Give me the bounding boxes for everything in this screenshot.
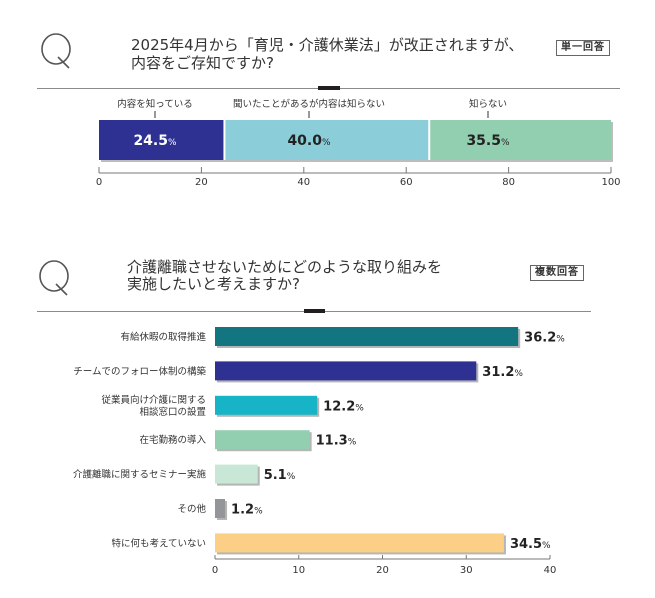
value-label: 34.5% [510, 537, 551, 552]
bar [215, 464, 258, 484]
value-unit: % [514, 369, 523, 379]
value-unit: % [556, 335, 565, 345]
value-unit: % [542, 541, 551, 551]
value-label: 36.2% [524, 331, 565, 346]
value-label: 11.3% [316, 434, 357, 449]
value-unit: % [501, 138, 510, 148]
divider-mark [304, 309, 325, 313]
x-tick-label: 100 [601, 177, 620, 188]
category-label: 在宅勤務の導入 [139, 434, 206, 446]
bar-segment [224, 120, 430, 160]
bar [215, 395, 318, 415]
value-unit: % [168, 138, 177, 148]
category-label: 従業員向け介護に関する [101, 394, 206, 406]
chart-initiatives: 36.2% 有給休暇の取得推進 31.2% チームでのフォロー体制の構築 12.2% 従業… [73, 327, 565, 576]
question-2-title-line-2: 実施したいと考えますか? [127, 275, 300, 293]
question-2-title: 介護離職させないためにどのような取り組みを 実施したいと考えますか? [127, 259, 442, 293]
value-unit: % [355, 403, 364, 413]
chart-awareness: 24.5% 内容を知っている 40.0% 聞いたことがあるが内容は知らない 35.5% 知… [96, 98, 621, 188]
question-1-title-line-2: 内容をご存知ですか? [131, 54, 274, 72]
value-number: 35.5 [466, 133, 501, 149]
bar [215, 430, 310, 450]
value-label: 5.1% [264, 468, 296, 483]
value-unit: % [287, 472, 296, 482]
x-tick-label: 0 [212, 565, 218, 576]
value-unit: % [254, 507, 263, 517]
value-label: 31.2% [482, 365, 523, 380]
value-number: 40.0 [287, 133, 322, 149]
value-unit: % [348, 438, 357, 448]
value-number: 1.2 [231, 503, 254, 518]
x-tick-label: 60 [400, 177, 413, 188]
x-tick-label: 80 [502, 177, 515, 188]
bar [215, 327, 519, 346]
divider-mark [318, 86, 340, 90]
bar-segment [429, 120, 611, 160]
category-label: 聞いたことがあるが内容は知らない [233, 98, 385, 110]
x-tick-label: 30 [460, 565, 473, 576]
category-label: チームでのフォロー体制の構築 [73, 365, 206, 377]
question-1-title: 2025年4月から「育児・介護休業法」が改正されますが、 内容をご存知ですか? [131, 36, 523, 72]
category-label: その他 [177, 503, 206, 515]
category-label: 特に何も考えていない [111, 537, 206, 549]
value-number: 5.1 [264, 468, 287, 483]
value-label: 40.0% [287, 133, 331, 149]
bar [215, 361, 477, 381]
category-label: 知らない [469, 98, 507, 110]
answer-type-badge: 複数回答 [530, 265, 584, 281]
value-unit: % [322, 138, 331, 148]
question-q-icon [39, 260, 69, 296]
x-tick-label: 40 [544, 565, 557, 576]
category-label: 有給休暇の取得推進 [120, 331, 206, 343]
value-number: 31.2 [482, 365, 514, 380]
bar [215, 499, 226, 518]
category-label: 内容を知っている [117, 98, 193, 110]
bar [215, 533, 504, 553]
value-number: 24.5 [133, 133, 168, 149]
value-label: 12.2% [323, 399, 364, 414]
value-number: 34.5 [510, 537, 542, 552]
question-2-title-line-1: 介護離職させないためにどのような取り組みを [127, 258, 443, 276]
x-tick-label: 20 [376, 565, 389, 576]
x-tick-label: 10 [292, 565, 305, 576]
value-number: 12.2 [323, 399, 355, 414]
value-label: 24.5% [133, 133, 177, 149]
answer-type-badge: 単一回答 [556, 40, 610, 56]
x-tick-label: 0 [96, 177, 102, 188]
value-label: 1.2% [231, 503, 263, 518]
question-q-icon [41, 33, 71, 69]
category-label: 相談窓口の設置 [139, 406, 206, 418]
category-label: 介護離職に関するセミナー実施 [73, 469, 207, 481]
x-tick-label: 40 [297, 177, 310, 188]
value-number: 36.2 [524, 331, 556, 346]
value-label: 35.5% [466, 133, 510, 149]
x-tick-label: 20 [195, 177, 208, 188]
bar-segment [99, 120, 225, 160]
value-number: 11.3 [316, 434, 348, 449]
question-1-title-line-1: 2025年4月から「育児・介護休業法」が改正されますが、 [131, 36, 524, 54]
